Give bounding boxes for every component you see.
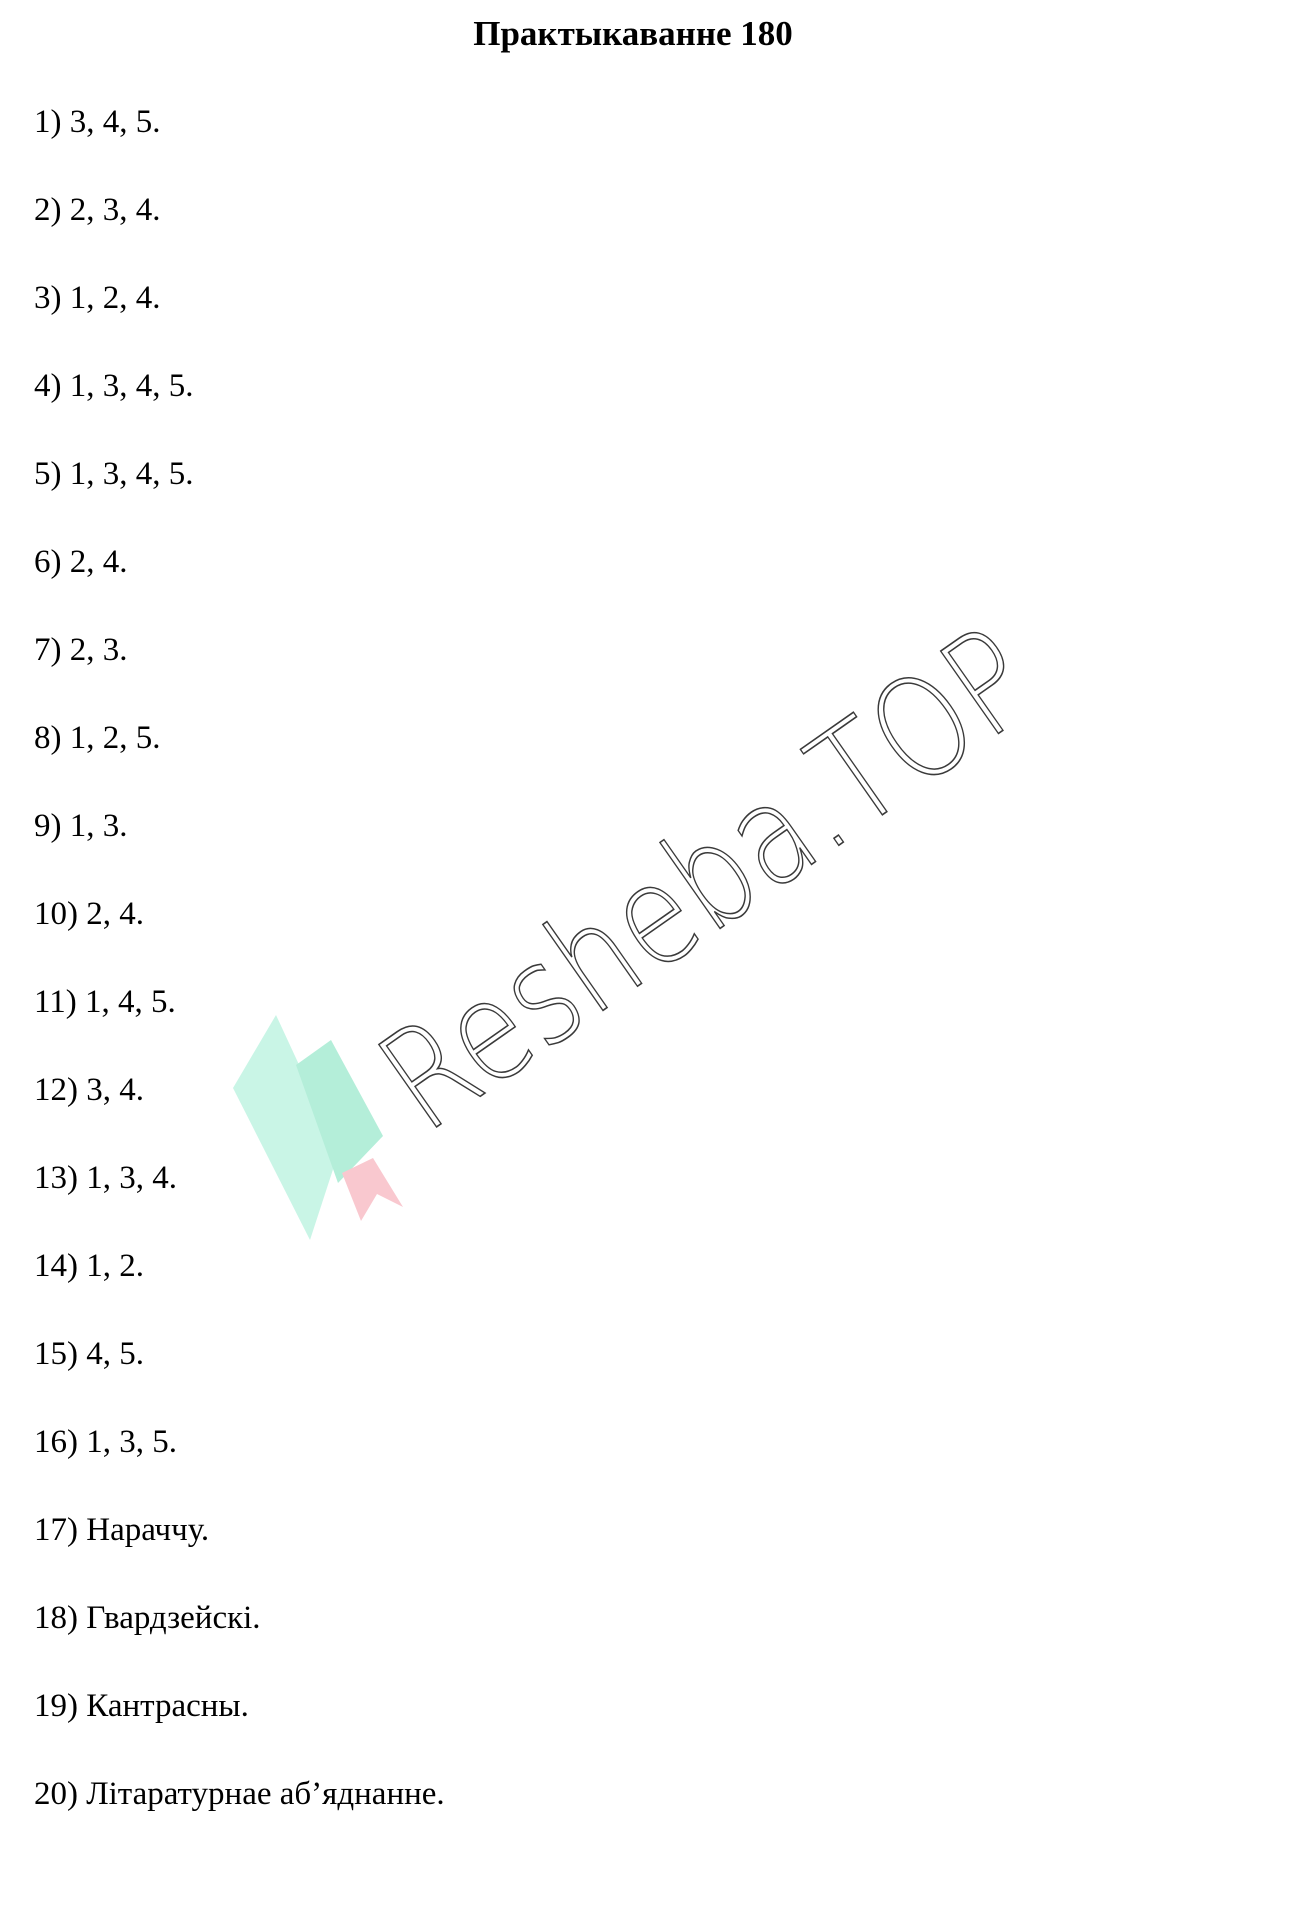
list-item: 4) 1, 3, 4, 5. [34, 368, 194, 404]
list-item: 12) 3, 4. [34, 1072, 144, 1108]
list-item: 7) 2, 3. [34, 632, 128, 668]
answer-list: 1) 3, 4, 5. 2) 2, 3, 4. 3) 1, 2, 4. 4) 1… [34, 100, 445, 1860]
list-item: 13) 1, 3, 4. [34, 1160, 177, 1196]
list-item: 6) 2, 4. [34, 544, 128, 580]
list-item: 17) Нараччу. [34, 1512, 210, 1548]
list-item: 16) 1, 3, 5. [34, 1424, 177, 1460]
page-title: Практыкаванне 180 [473, 14, 793, 53]
list-item: 20) Літаратурнае аб’яднанне. [34, 1776, 445, 1812]
list-item: 11) 1, 4, 5. [34, 984, 176, 1020]
list-item: 18) Гвардзейскі. [34, 1600, 261, 1636]
list-item: 15) 4, 5. [34, 1336, 144, 1372]
list-item: 10) 2, 4. [34, 896, 144, 932]
list-item: 19) Кантрасны. [34, 1688, 249, 1724]
list-item: 9) 1, 3. [34, 808, 128, 844]
list-item: 8) 1, 2, 5. [34, 720, 161, 756]
list-item: 14) 1, 2. [34, 1248, 144, 1284]
list-item: 5) 1, 3, 4, 5. [34, 456, 194, 492]
list-item: 3) 1, 2, 4. [34, 280, 161, 316]
watermark-text: Resheba.TOP [352, 597, 1063, 1162]
list-item: 1) 3, 4, 5. [34, 104, 161, 140]
list-item: 2) 2, 3, 4. [34, 192, 161, 228]
